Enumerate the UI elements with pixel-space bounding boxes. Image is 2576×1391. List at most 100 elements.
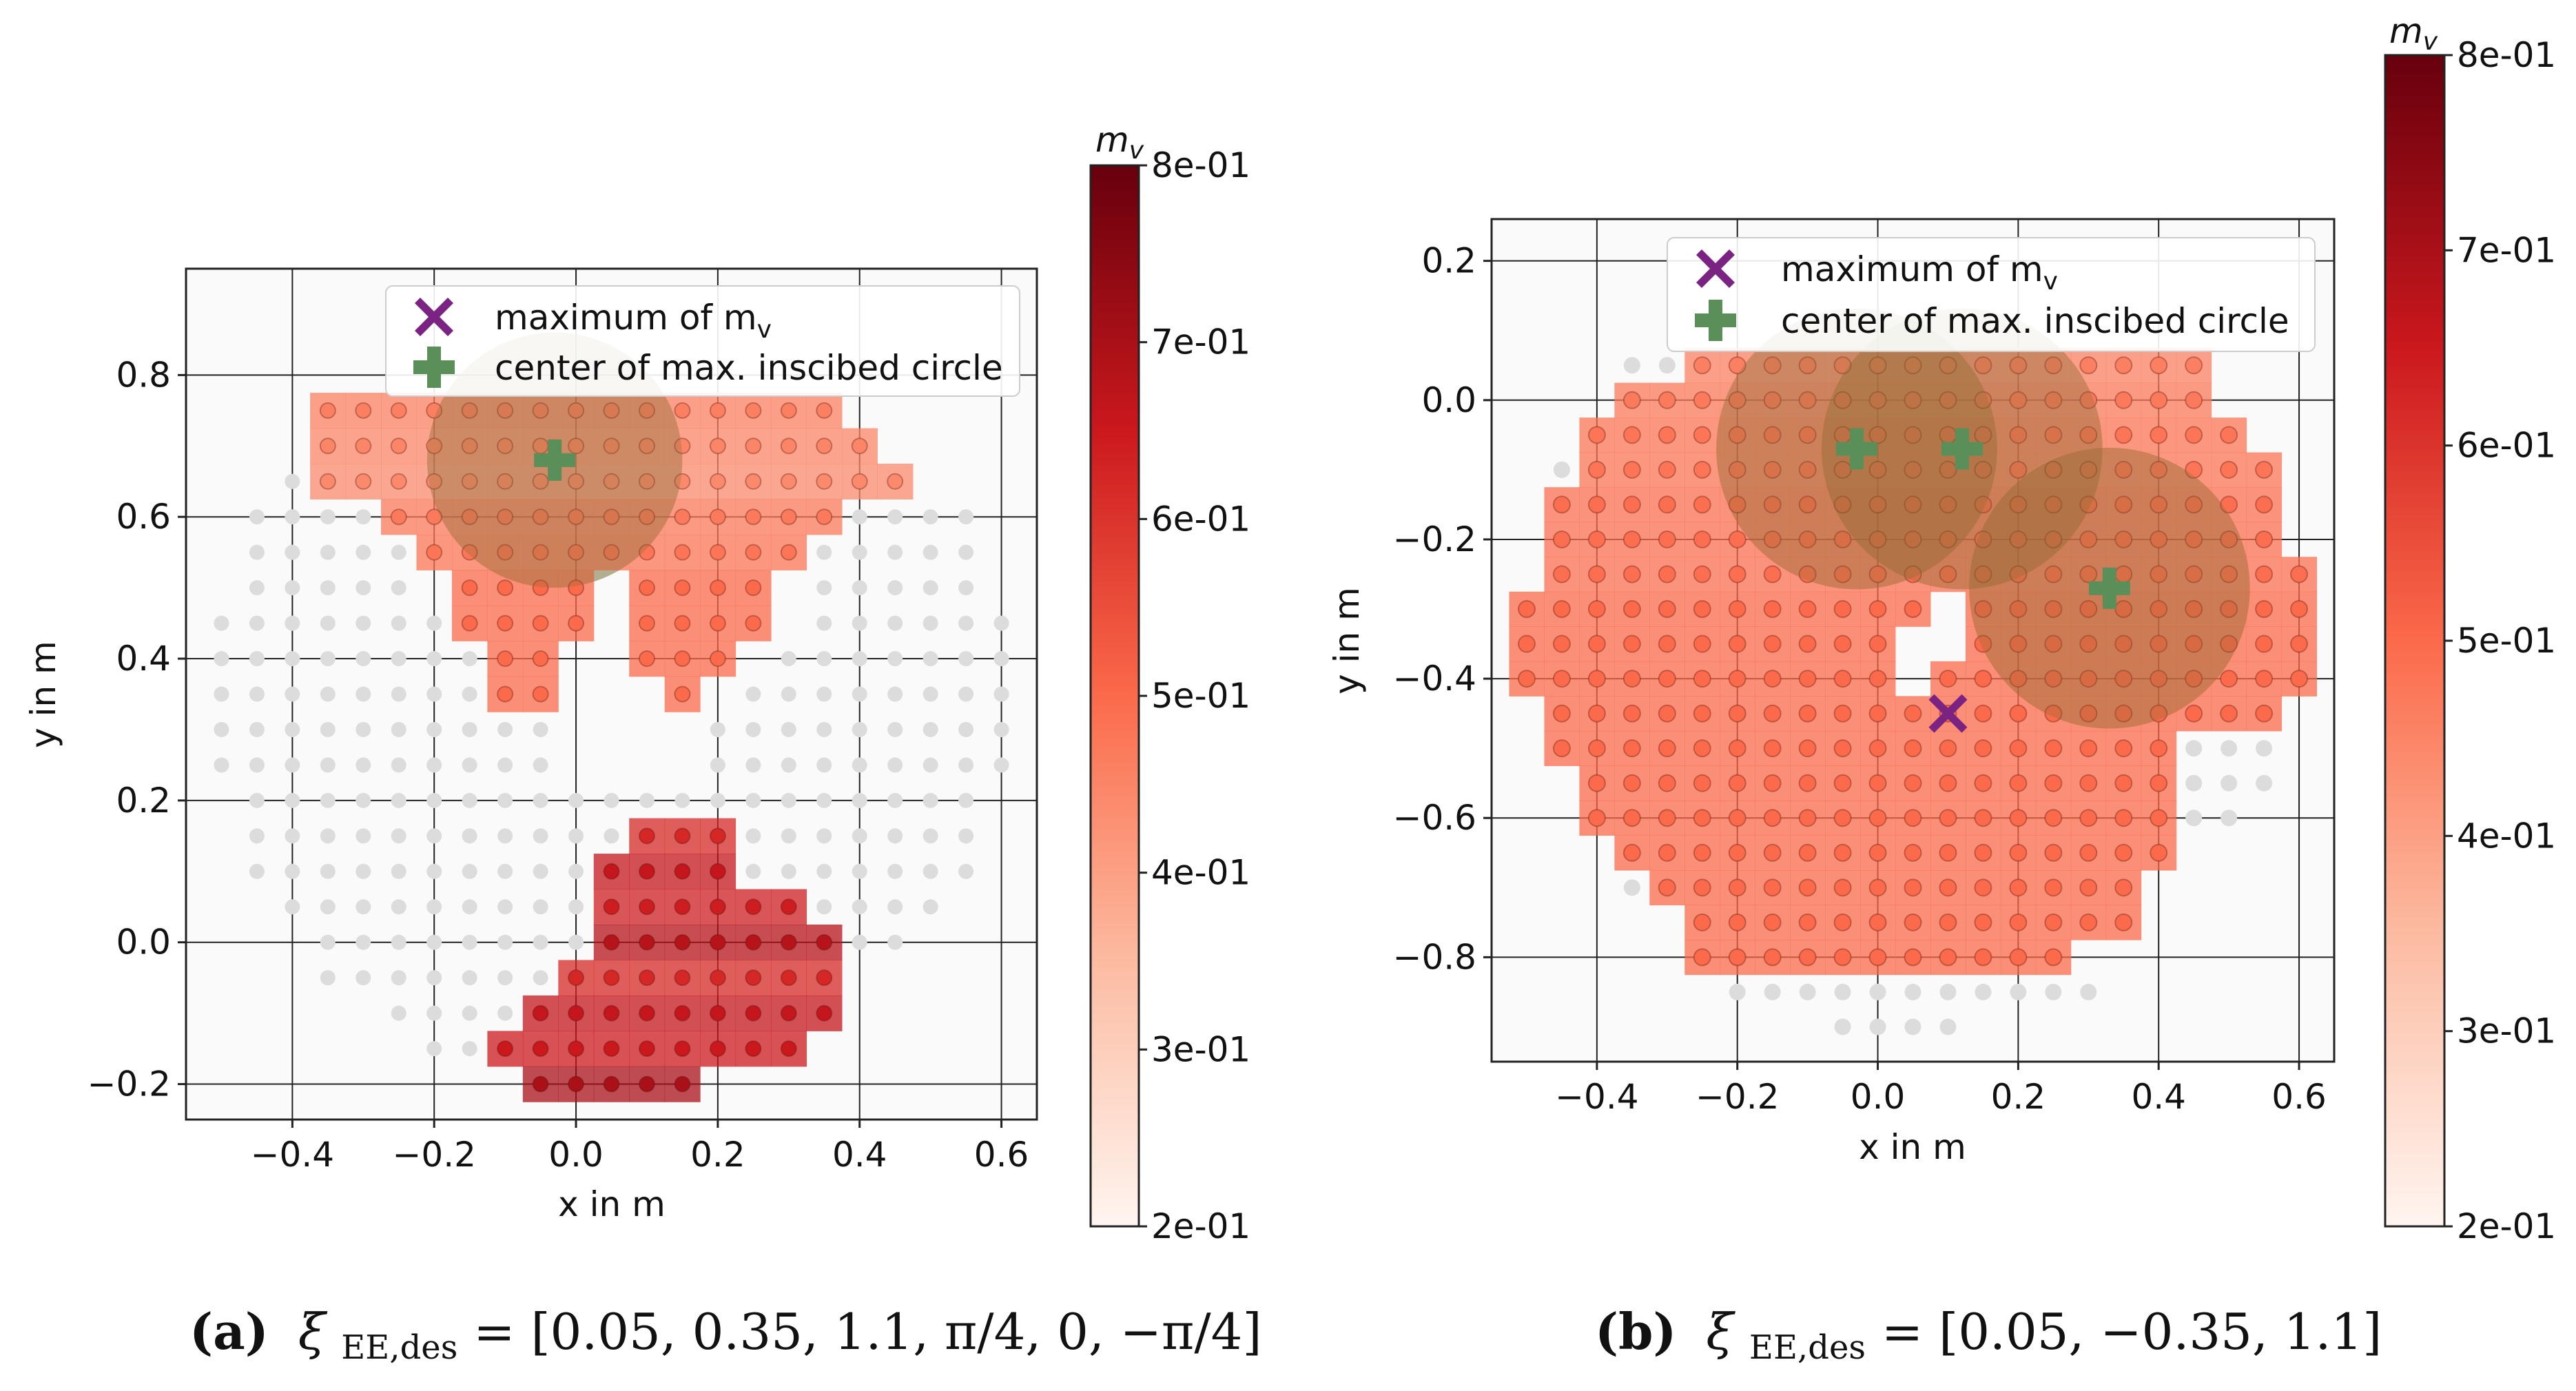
feasible-dot bbox=[533, 828, 548, 844]
value-dot bbox=[2079, 530, 2098, 548]
value-dot bbox=[355, 473, 372, 490]
caption-sub-b: EE,des bbox=[1749, 1328, 1866, 1367]
value-dot bbox=[1904, 774, 1922, 792]
feasible-dot bbox=[781, 686, 796, 702]
value-dot bbox=[461, 473, 478, 490]
feasible-dot bbox=[533, 899, 548, 915]
feasible-dot bbox=[816, 757, 832, 773]
x-tick-label: 0.6 bbox=[974, 1135, 1029, 1175]
value-dot bbox=[1904, 739, 1922, 758]
value-dot bbox=[1798, 948, 1817, 967]
value-dot bbox=[1833, 704, 1852, 723]
value-dot bbox=[497, 650, 514, 668]
value-dot bbox=[1728, 774, 1746, 792]
feasible-dot bbox=[1939, 983, 1957, 1000]
value-dot bbox=[1552, 530, 1571, 548]
value-dot bbox=[745, 473, 762, 490]
value-dot bbox=[2009, 809, 2028, 827]
feasible-dot bbox=[320, 651, 336, 667]
feasible-dot bbox=[462, 757, 477, 773]
feasible-dot bbox=[320, 970, 336, 986]
feasible-dot bbox=[1729, 983, 1746, 1000]
feasible-dot bbox=[426, 721, 442, 737]
value-dot bbox=[497, 508, 514, 526]
feasible-dot bbox=[391, 721, 406, 737]
feasible-dot bbox=[462, 792, 477, 808]
value-dot bbox=[1939, 460, 1957, 479]
feasible-dot bbox=[993, 686, 1009, 702]
value-dot bbox=[2150, 460, 2168, 479]
value-dot bbox=[780, 969, 797, 987]
feasible-dot bbox=[568, 792, 584, 808]
value-dot bbox=[1939, 948, 1957, 967]
value-dot bbox=[497, 402, 514, 419]
value-dot bbox=[780, 473, 797, 490]
value-dot bbox=[1974, 739, 1992, 758]
feasible-dot bbox=[852, 863, 867, 879]
value-dot bbox=[2150, 495, 2168, 514]
value-dot bbox=[603, 473, 620, 490]
value-dot bbox=[745, 579, 762, 597]
circle-center-marker bbox=[1941, 428, 1983, 470]
value-dot bbox=[1763, 739, 1782, 758]
value-dot bbox=[1798, 391, 1817, 409]
value-dot bbox=[1833, 565, 1852, 584]
value-dot bbox=[887, 473, 904, 490]
caption-lhs-a: ξ bbox=[298, 1303, 328, 1361]
value-dot bbox=[709, 437, 726, 455]
value-dot bbox=[2255, 600, 2274, 619]
feasible-dot bbox=[426, 757, 442, 773]
value-dot bbox=[2290, 600, 2309, 619]
feasible-dot bbox=[852, 686, 867, 702]
feasible-dot bbox=[887, 544, 903, 560]
value-dot bbox=[1693, 704, 1711, 723]
y-tick-label: 0.0 bbox=[1421, 380, 1476, 420]
value-dot bbox=[1693, 809, 1711, 827]
value-dot bbox=[816, 508, 833, 526]
value-dot bbox=[1728, 670, 1746, 688]
feasible-dot bbox=[781, 721, 796, 737]
value-dot bbox=[1728, 600, 1746, 619]
y-tick-label: −0.8 bbox=[1393, 937, 1476, 977]
feasible-dot bbox=[639, 792, 655, 808]
value-dot bbox=[1868, 843, 1887, 862]
value-dot bbox=[603, 1004, 620, 1022]
value-dot bbox=[1798, 635, 1817, 653]
colorbar-tick-label: 5e-01 bbox=[1151, 676, 1250, 716]
value-dot bbox=[1552, 565, 1571, 584]
value-dot bbox=[1939, 809, 1957, 827]
feasible-dot bbox=[285, 899, 300, 915]
value-dot bbox=[2009, 530, 2028, 548]
value-dot bbox=[568, 437, 585, 455]
feasible-dot bbox=[887, 863, 903, 879]
value-dot bbox=[2009, 495, 2028, 514]
value-dot bbox=[1904, 809, 1922, 827]
y-tick-label: 0.0 bbox=[116, 923, 171, 962]
value-dot bbox=[1868, 878, 1887, 897]
maximum-marker bbox=[1928, 694, 1968, 733]
value-dot bbox=[1728, 426, 1746, 444]
value-dot bbox=[2185, 391, 2203, 409]
value-dot bbox=[2185, 495, 2203, 514]
y-tick-label: 0.8 bbox=[116, 355, 171, 395]
value-dot bbox=[2079, 391, 2098, 409]
value-dot bbox=[1658, 635, 1676, 653]
value-dot bbox=[1693, 495, 1711, 514]
value-dot bbox=[2044, 878, 2063, 897]
value-dot bbox=[1622, 739, 1641, 758]
value-dot bbox=[1939, 670, 1957, 688]
feasible-dot bbox=[497, 721, 513, 737]
value-dot bbox=[1833, 739, 1852, 758]
value-dot bbox=[2185, 356, 2203, 375]
value-dot bbox=[1904, 391, 1922, 409]
feasible-dot bbox=[816, 651, 832, 667]
feasible-dot bbox=[958, 615, 974, 631]
x-tick-label: −0.2 bbox=[392, 1135, 475, 1175]
value-dot bbox=[674, 579, 691, 597]
value-dot bbox=[2079, 565, 2098, 584]
value-dot bbox=[709, 473, 726, 490]
feasible-dot bbox=[781, 757, 796, 773]
value-dot bbox=[780, 1004, 797, 1022]
value-dot bbox=[568, 1040, 585, 1058]
value-dot bbox=[2079, 704, 2098, 723]
